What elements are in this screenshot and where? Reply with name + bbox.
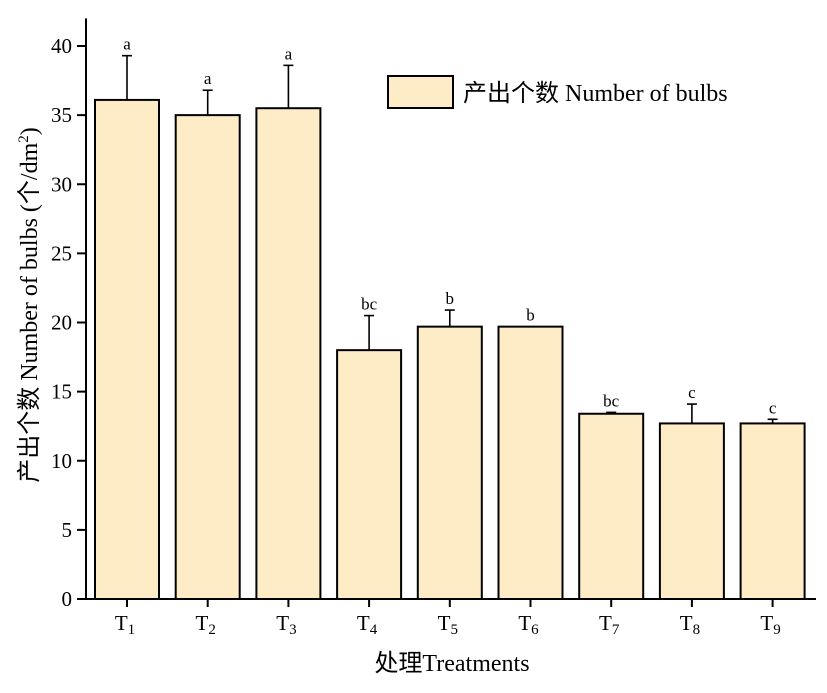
x-tick-label: T8 <box>680 611 700 638</box>
x-tick-label: T3 <box>276 611 296 638</box>
x-ticks: T1 T2 T3 T4 T5 T6 T7 T8 T9 <box>115 599 781 638</box>
x-axis-label: 处理Treatments <box>374 650 529 677</box>
x-tick-label: T6 <box>518 611 539 638</box>
y-tick-label: 15 <box>51 380 72 404</box>
bar <box>174 114 241 600</box>
bars <box>94 98 806 601</box>
y-tick-label: 5 <box>62 518 73 542</box>
significance-letter: a <box>123 35 131 54</box>
bar <box>94 98 160 600</box>
x-tick-label: T4 <box>357 611 378 638</box>
y-tick-label: 30 <box>51 172 72 196</box>
error-bars <box>122 54 778 424</box>
significance-letter: bc <box>603 391 620 410</box>
bar <box>336 349 403 600</box>
bar <box>497 325 564 600</box>
legend: 产出个数 Number of bulbs <box>387 75 728 109</box>
bar <box>658 422 725 600</box>
bar <box>255 107 322 601</box>
x-tick-label: T9 <box>760 611 780 638</box>
significance-letter: b <box>526 306 535 325</box>
y-tick-label: 25 <box>51 241 72 265</box>
y-axis-label-close: ) <box>17 127 43 135</box>
significance-letter: c <box>769 398 777 417</box>
x-tick-label: T2 <box>196 611 216 638</box>
y-axis-label-superscript: 2 <box>16 135 32 143</box>
bar <box>739 422 806 600</box>
legend-label: 产出个数 Number of bulbs <box>463 80 728 107</box>
bar <box>578 412 645 600</box>
y-tick-label: 40 <box>51 34 72 58</box>
y-tick-label: 35 <box>51 103 72 127</box>
significance-letter: b <box>446 289 455 308</box>
y-axis-label-main: 产出个数 Number of bulbs (个/dm <box>16 142 43 482</box>
y-axis-label: 产出个数 Number of bulbs (个/dm2) <box>16 127 43 482</box>
bar <box>416 325 483 600</box>
significance-letter: c <box>688 383 696 402</box>
x-tick-label: T5 <box>438 611 458 638</box>
y-ticks: 0 5 10 15 20 25 30 35 40 <box>51 34 86 611</box>
y-tick-label: 0 <box>62 587 73 611</box>
y-tick-label: 10 <box>51 449 72 473</box>
significance-labels: a a a bc b b bc c c <box>123 35 777 418</box>
legend-swatch <box>387 75 454 109</box>
significance-letter: a <box>285 44 293 63</box>
x-tick-label: T7 <box>599 611 620 638</box>
x-tick-label: T1 <box>115 611 135 638</box>
significance-letter: a <box>204 69 212 88</box>
y-tick-label: 20 <box>51 311 72 335</box>
significance-letter: bc <box>361 295 378 314</box>
